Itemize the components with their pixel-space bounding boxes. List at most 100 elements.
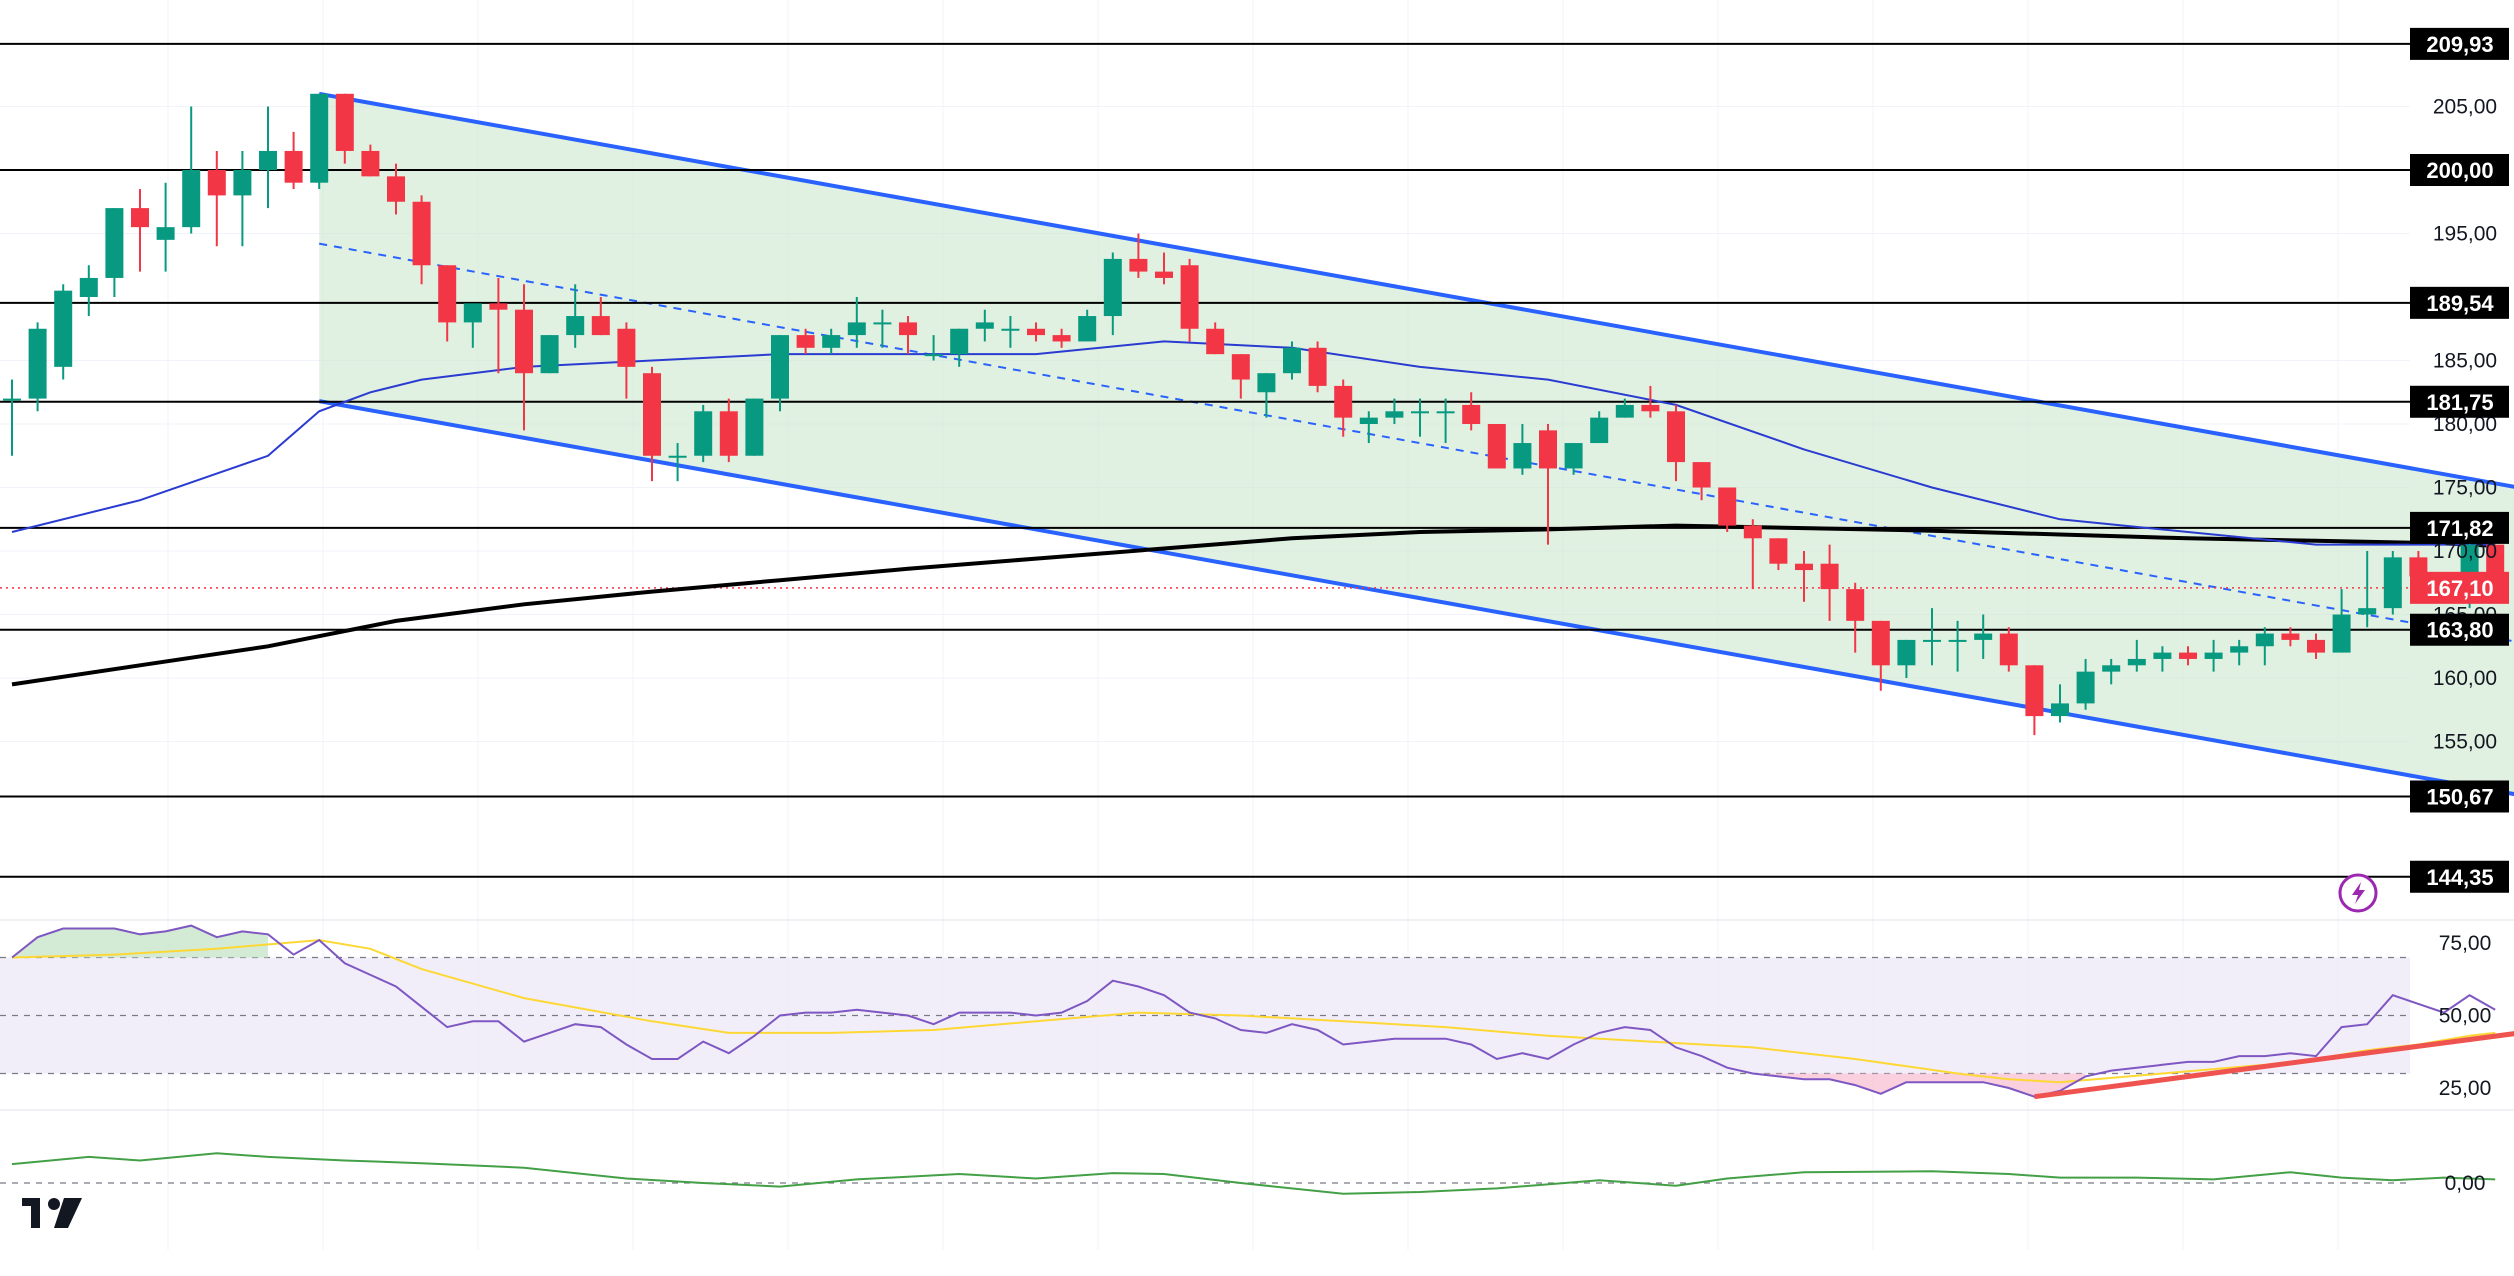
candle (1359, 411, 1378, 444)
candle-body (259, 150, 277, 170)
last-price-label: 167,10 (2410, 571, 2509, 604)
channel-fill (319, 93, 2514, 795)
level-label-text: 209,93 (2426, 32, 2493, 57)
candle-body (1897, 639, 1916, 666)
candle (79, 265, 98, 317)
candle-body (719, 411, 738, 456)
candle-body (131, 208, 149, 228)
candle-body (1667, 411, 1685, 463)
candle-body (207, 170, 226, 196)
oscillator-line (11, 1152, 2496, 1195)
candle (3, 379, 21, 456)
moving-averages-layer (11, 340, 2496, 687)
level-price-label: 209,93 (2410, 27, 2509, 60)
candle (796, 328, 815, 355)
candle (1871, 620, 1890, 691)
candle-body (1206, 328, 1225, 355)
candle-body (1795, 563, 1813, 571)
candle (1231, 354, 1250, 399)
level-label-box (2410, 27, 2509, 60)
candle-body (1411, 411, 1429, 414)
candle-body (617, 328, 636, 367)
candle-body (2358, 608, 2377, 615)
candle (2281, 627, 2300, 647)
candle (1308, 341, 1327, 393)
candle (1001, 316, 1020, 348)
candle-body (1641, 404, 1660, 412)
candle-body (1257, 373, 1276, 393)
candle (207, 150, 226, 247)
candle (2332, 589, 2351, 653)
candle (284, 131, 303, 190)
candle (1027, 322, 1045, 342)
level-label-text: 150,67 (2426, 784, 2493, 809)
price-tick-label: 170,00 (2433, 540, 2497, 563)
candle (643, 366, 661, 482)
oscillator-tick-label: 0,00 (2445, 1172, 2486, 1195)
candle (1487, 424, 1506, 469)
candle-body (2383, 557, 2402, 609)
candle-body (1692, 462, 1711, 488)
candle-body (899, 322, 917, 336)
candle (540, 335, 559, 374)
candle (361, 144, 380, 177)
price-axis-labels: 205,00195,00185,00180,00175,00170,00165,… (2410, 27, 2509, 1195)
level-price-label: 150,67 (2410, 780, 2509, 813)
candle-body (1871, 620, 1890, 666)
rsi-oversold-fill (1701, 1073, 2086, 1097)
price-tick-label: 180,00 (2433, 413, 2497, 436)
candle-body (1385, 411, 1404, 418)
candle-body (2255, 633, 2274, 647)
candle (1078, 309, 1097, 342)
candle (591, 297, 610, 336)
candle-body (1974, 633, 1993, 640)
level-price-label: 144,35 (2410, 860, 2509, 893)
lightning-icon[interactable] (2338, 873, 2378, 913)
candle (2076, 658, 2095, 710)
candle (771, 335, 789, 412)
candle-body (924, 354, 943, 357)
price-tick-label: 160,00 (2433, 667, 2497, 690)
level-label-box (2410, 154, 2509, 186)
candle-body (1052, 335, 1071, 342)
candle (131, 189, 149, 272)
level-label-text: 189,54 (2426, 291, 2494, 316)
candle (1462, 392, 1481, 431)
candle-body (1769, 538, 1788, 564)
lightning-icon-bolt (2352, 882, 2365, 904)
candle-body (1334, 385, 1353, 418)
candle (1590, 411, 1609, 444)
candle (1641, 385, 1660, 418)
overlay-icons (22, 873, 2378, 1228)
candle (310, 93, 329, 190)
candle (668, 443, 687, 482)
candle (873, 309, 892, 348)
candle-body (2307, 639, 2325, 653)
candle (1539, 424, 1557, 545)
candle (1795, 551, 1813, 602)
candle (950, 328, 969, 367)
candle-body (1129, 258, 1148, 272)
candle (105, 208, 124, 297)
candle-body (489, 303, 508, 310)
candle (822, 328, 841, 355)
candle (1180, 258, 1199, 342)
candle (2204, 639, 2223, 672)
candle-body (2179, 652, 2197, 659)
candles-layer (3, 93, 2505, 736)
candle (412, 195, 431, 285)
candle-body (2102, 665, 2121, 672)
candle-body (975, 322, 994, 329)
candle-body (182, 170, 201, 228)
candle (566, 284, 585, 348)
level-price-label: 200,00 (2410, 154, 2509, 186)
candle (2102, 658, 2121, 685)
candle-body (105, 208, 124, 278)
logo-part (54, 1198, 82, 1228)
level-price-label: 171,82 (2410, 511, 2509, 544)
candle-body (28, 328, 47, 399)
level-label-box (2410, 780, 2509, 813)
level-label-text: 181,75 (2426, 390, 2493, 415)
